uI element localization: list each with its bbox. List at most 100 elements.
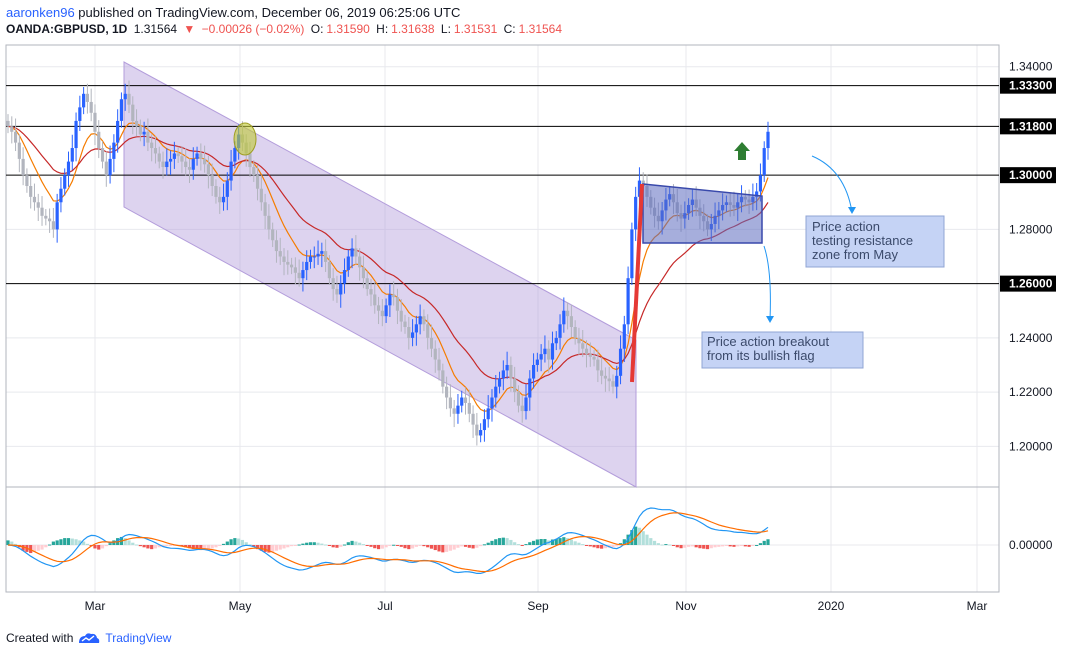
candle-body[interactable] xyxy=(93,112,97,132)
candle-body[interactable] xyxy=(51,221,55,230)
candle-body[interactable] xyxy=(418,316,422,325)
candle-body[interactable] xyxy=(547,348,551,360)
candle-body[interactable] xyxy=(615,375,619,387)
ema-fast-line[interactable] xyxy=(7,122,769,412)
candle-body[interactable] xyxy=(112,142,116,159)
candle-body[interactable] xyxy=(218,196,222,203)
candle-body[interactable] xyxy=(312,256,316,258)
candle-body[interactable] xyxy=(607,378,611,382)
candle-body[interactable] xyxy=(342,270,347,284)
candle-body[interactable] xyxy=(278,251,282,257)
candle-body[interactable] xyxy=(630,229,634,279)
candle-body[interactable] xyxy=(293,267,297,273)
candle-body[interactable] xyxy=(308,256,313,262)
candle-body[interactable] xyxy=(562,310,566,325)
candle-body[interactable] xyxy=(248,153,252,168)
candle-body[interactable] xyxy=(588,354,592,357)
candle-body[interactable] xyxy=(422,316,426,325)
candle-body[interactable] xyxy=(475,424,479,436)
candle-body[interactable] xyxy=(558,324,562,338)
candle-body[interactable] xyxy=(471,413,475,425)
candle-body[interactable] xyxy=(210,175,214,187)
candle-body[interactable] xyxy=(467,402,471,414)
candle-body[interactable] xyxy=(573,327,577,338)
candle-body[interactable] xyxy=(494,386,498,398)
candle-body[interactable] xyxy=(221,196,226,203)
candle-body[interactable] xyxy=(55,202,59,230)
candle-body[interactable] xyxy=(373,294,377,306)
candle-body[interactable] xyxy=(184,161,188,168)
candle-body[interactable] xyxy=(554,337,558,344)
candle-body[interactable] xyxy=(131,104,135,121)
candle-body[interactable] xyxy=(286,261,290,265)
candle-body[interactable] xyxy=(127,93,131,105)
candle-body[interactable] xyxy=(426,324,430,338)
candle-body[interactable] xyxy=(501,370,505,379)
candle-body[interactable] xyxy=(346,256,350,271)
candle-body[interactable] xyxy=(259,188,263,203)
candle-body[interactable] xyxy=(78,107,82,121)
candle-body[interactable] xyxy=(384,305,388,317)
candle-body[interactable] xyxy=(331,278,335,290)
candle-body[interactable] xyxy=(350,248,354,257)
candle-body[interactable] xyxy=(195,153,199,159)
candle-body[interactable] xyxy=(199,153,203,159)
candle-body[interactable] xyxy=(172,153,176,159)
macd-line[interactable] xyxy=(7,507,769,574)
candle-body[interactable] xyxy=(252,167,256,176)
candle-body[interactable] xyxy=(577,337,581,344)
candle-body[interactable] xyxy=(361,267,366,279)
candle-body[interactable] xyxy=(509,364,513,379)
candle-body[interactable] xyxy=(6,120,10,127)
candle-body[interactable] xyxy=(119,99,124,121)
candle-body[interactable] xyxy=(229,161,233,181)
candle-body[interactable] xyxy=(305,261,309,271)
candle-body[interactable] xyxy=(358,256,362,268)
candle-body[interactable] xyxy=(531,364,536,379)
candle-body[interactable] xyxy=(513,378,517,393)
candle-body[interactable] xyxy=(191,158,195,170)
candle-body[interactable] xyxy=(21,158,25,176)
candle-body[interactable] xyxy=(44,215,48,219)
candle-body[interactable] xyxy=(445,386,449,398)
candle-body[interactable] xyxy=(399,310,403,322)
candle-body[interactable] xyxy=(335,289,339,295)
candle-body[interactable] xyxy=(324,251,328,262)
candle-body[interactable] xyxy=(581,343,585,349)
candle-body[interactable] xyxy=(528,378,532,398)
candle-body[interactable] xyxy=(161,161,165,168)
candle-body[interactable] xyxy=(134,120,139,127)
ema-slow-line[interactable] xyxy=(7,125,769,385)
candle-body[interactable] xyxy=(142,131,146,135)
candle-body[interactable] xyxy=(758,175,763,192)
candle-body[interactable] xyxy=(603,375,608,379)
candle-body[interactable] xyxy=(85,93,90,102)
candle-body[interactable] xyxy=(233,148,237,162)
candle-body[interactable] xyxy=(755,191,759,197)
author-link[interactable]: aaronken96 xyxy=(6,5,75,20)
candle-body[interactable] xyxy=(176,153,180,157)
candle-body[interactable] xyxy=(637,180,642,197)
candle-body[interactable] xyxy=(320,251,324,254)
candle-body[interactable] xyxy=(380,310,384,317)
candle-body[interactable] xyxy=(596,359,600,371)
candle-body[interactable] xyxy=(407,327,411,338)
candle-body[interactable] xyxy=(622,324,626,349)
candle-body[interactable] xyxy=(82,93,86,108)
candle-body[interactable] xyxy=(267,215,271,230)
candle-body[interactable] xyxy=(25,175,29,187)
candle-body[interactable] xyxy=(63,175,67,189)
candle-body[interactable] xyxy=(618,348,623,376)
candle-body[interactable] xyxy=(516,392,521,406)
candle-body[interactable] xyxy=(47,218,52,222)
candle-body[interactable] xyxy=(429,337,434,349)
candle-body[interactable] xyxy=(10,126,14,132)
candle-body[interactable] xyxy=(327,261,331,279)
candle-body[interactable] xyxy=(316,253,320,257)
candle-body[interactable] xyxy=(180,156,184,162)
candle-body[interactable] xyxy=(123,93,127,100)
candle-body[interactable] xyxy=(13,131,18,143)
candle-body[interactable] xyxy=(369,289,373,295)
candle-body[interactable] xyxy=(274,240,279,252)
